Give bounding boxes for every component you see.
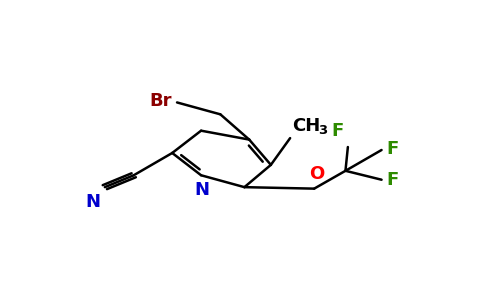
Text: F: F xyxy=(386,171,399,189)
Text: N: N xyxy=(85,193,100,211)
Text: CH: CH xyxy=(292,117,321,135)
Text: F: F xyxy=(332,122,344,140)
Text: Br: Br xyxy=(150,92,172,110)
Text: O: O xyxy=(309,165,324,183)
Text: F: F xyxy=(386,140,399,158)
Text: N: N xyxy=(195,181,210,199)
Text: 3: 3 xyxy=(318,124,327,137)
